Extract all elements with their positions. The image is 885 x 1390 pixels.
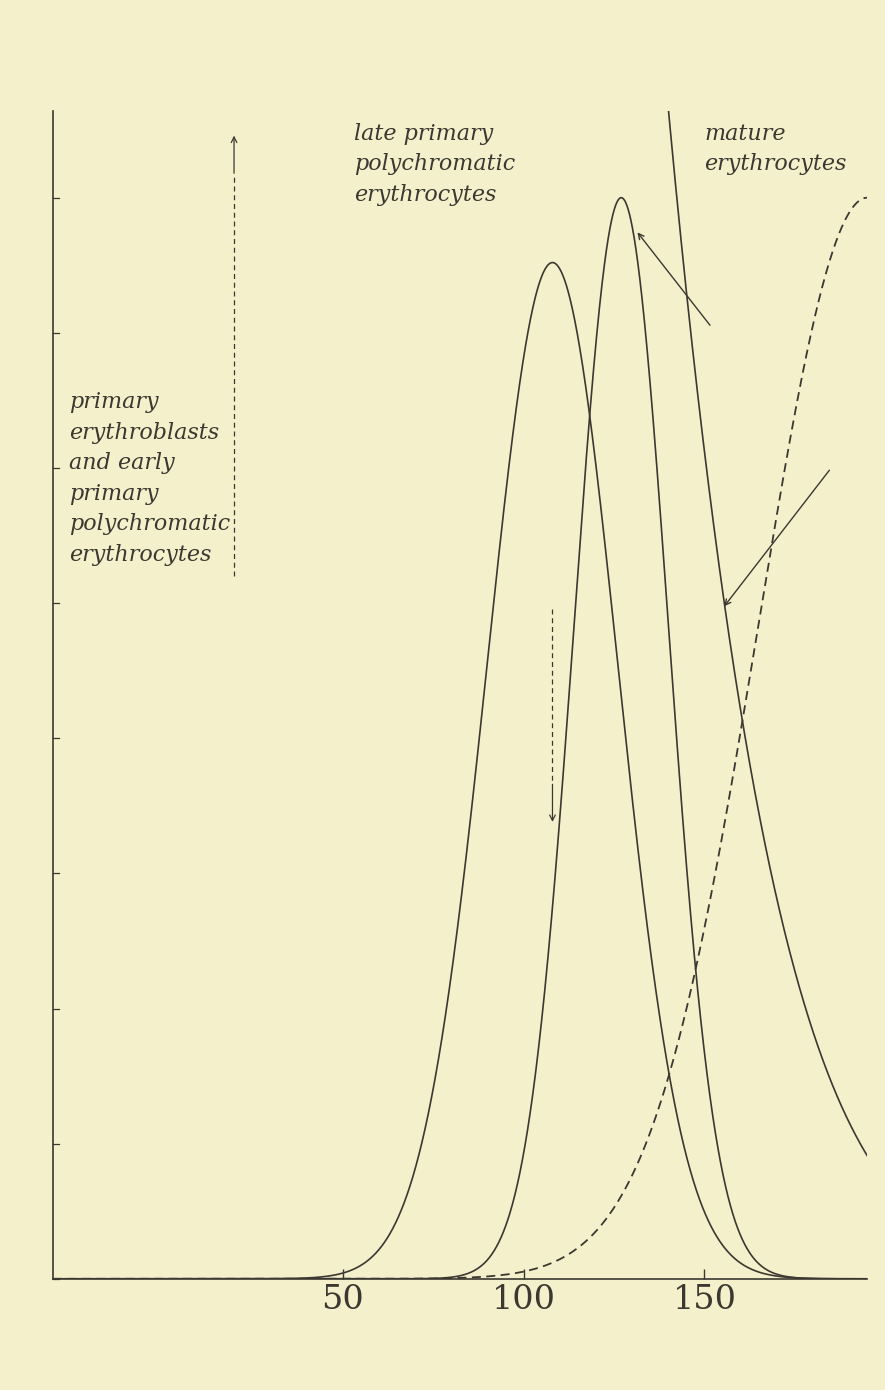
Text: late primary
polychromatic
erythrocytes: late primary polychromatic erythrocytes — [354, 122, 516, 206]
Text: primary
erythroblasts
and early
primary
polychromatic
erythrocytes: primary erythroblasts and early primary … — [69, 392, 231, 566]
Text: mature
erythrocytes: mature erythrocytes — [704, 122, 847, 175]
